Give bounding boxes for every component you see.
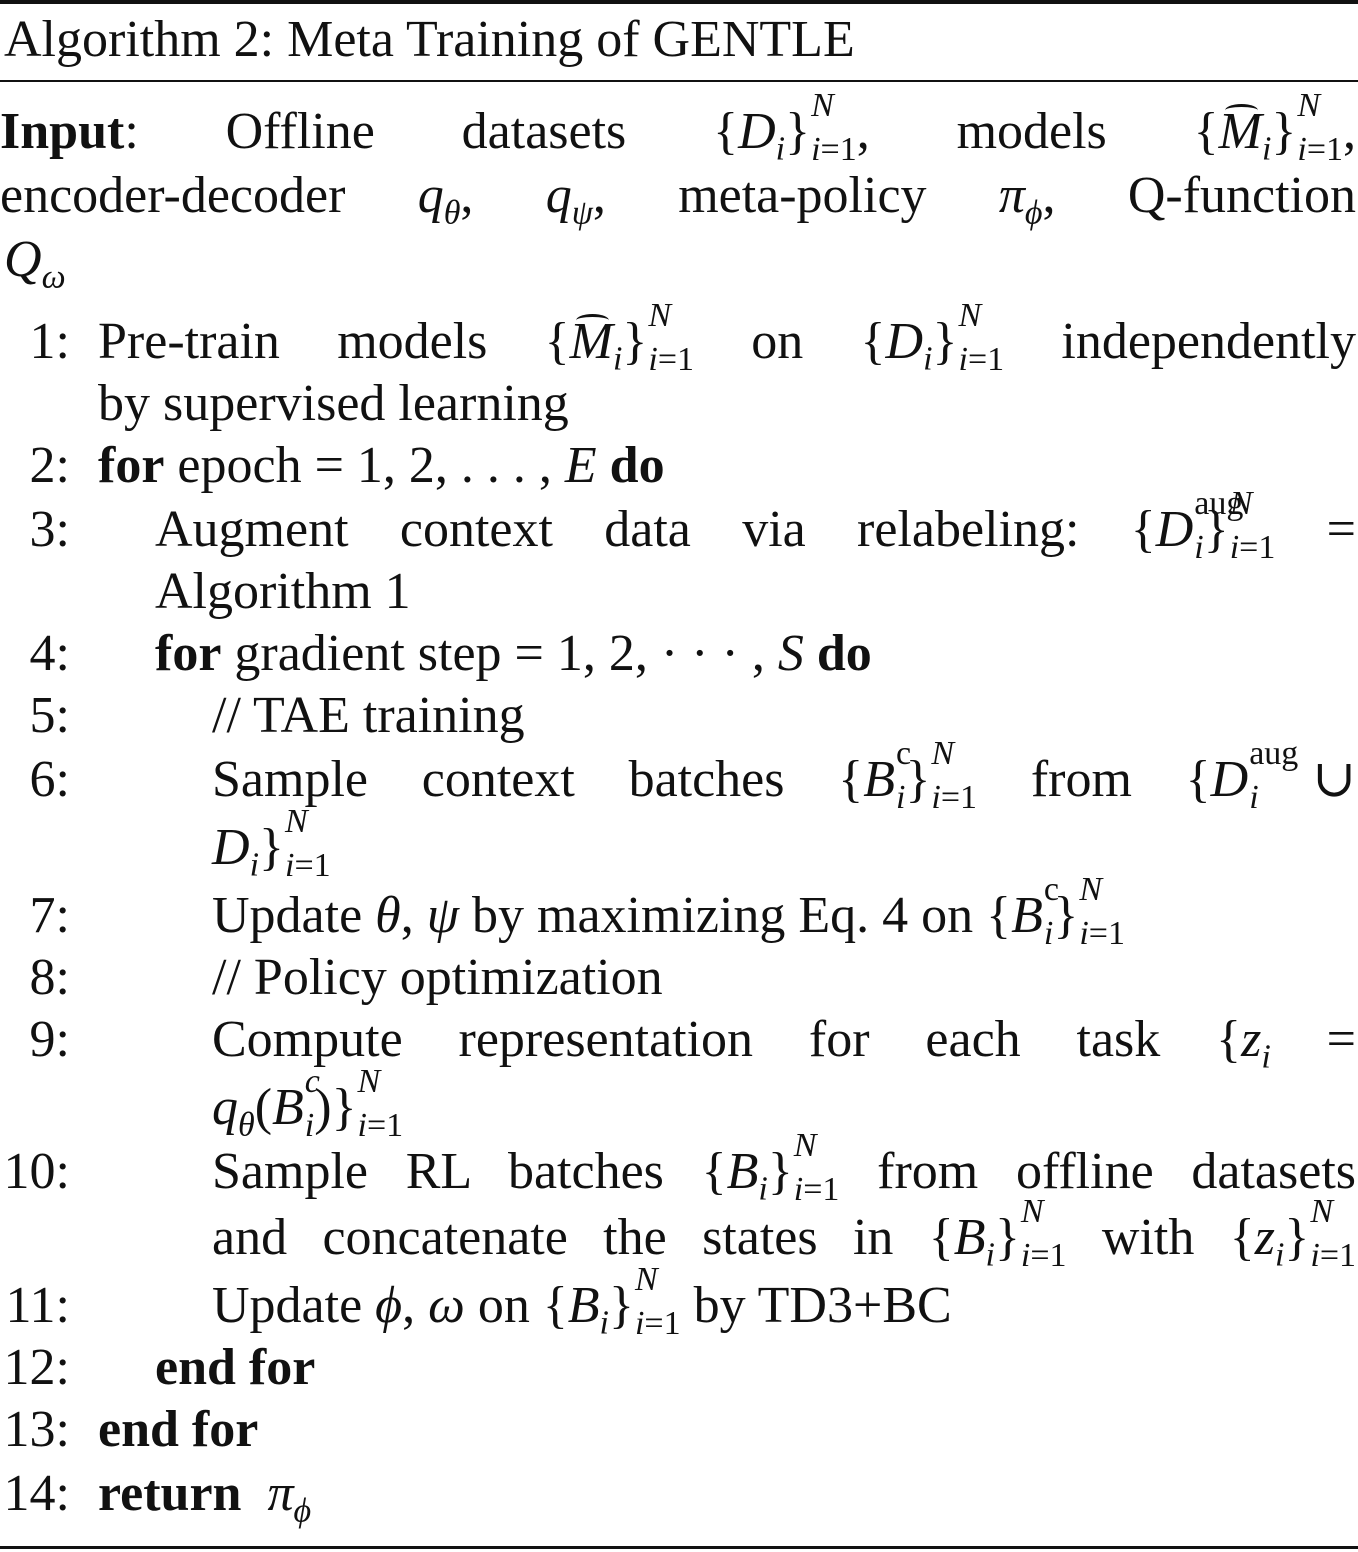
line-number: 14:: [3, 1465, 70, 1522]
input-label: Input: [0, 103, 125, 160]
line-number: 6:: [29, 751, 70, 808]
line-number: 5:: [29, 687, 70, 744]
top-rule: [0, 0, 1358, 4]
line-number: 12:: [3, 1339, 70, 1396]
input-line-2: encoder-decoder qθ, qψ, meta-policy πϕ, …: [0, 167, 1357, 232]
step-8: // Policy optimization: [212, 949, 663, 1006]
input-line-3: Qω: [4, 231, 66, 296]
line-number: 1:: [29, 313, 70, 370]
step-3-line-2: Algorithm 1: [155, 563, 411, 620]
step-12: end for: [155, 1339, 316, 1396]
step-13: end for: [98, 1401, 259, 1458]
caption-rule: [0, 80, 1358, 82]
step-3-line-1: Augment context data via relabeling: {D a…: [155, 485, 1356, 566]
algorithm-caption: Algorithm 2: Meta Training of GENTLE: [4, 11, 855, 68]
bottom-rule: [0, 1546, 1358, 1549]
line-number: 4:: [29, 625, 70, 682]
line-number: 11:: [5, 1277, 70, 1334]
step-2: for epoch = 1, 2, . . . , E do: [98, 437, 665, 494]
step-5: // TAE training: [212, 687, 525, 744]
line-number: 2:: [29, 437, 70, 494]
line-number: 9:: [29, 1011, 70, 1068]
step-9-line-1: Compute representation for each task {zi…: [212, 1011, 1357, 1076]
step-7: Update θ, ψ by maximizing Eq. 4 on {B c i}…: [212, 871, 1125, 952]
line-number: 13:: [3, 1401, 70, 1458]
line-number: 7:: [29, 887, 70, 944]
line-number: 3:: [29, 501, 70, 558]
step-4: for gradient step = 1, 2, · · · , S do: [155, 625, 872, 682]
step-1-line-2: by supervised learning: [98, 375, 569, 432]
step-14: return πϕ: [98, 1465, 312, 1530]
line-number: 8:: [29, 949, 70, 1006]
line-number: 10:: [3, 1143, 70, 1200]
